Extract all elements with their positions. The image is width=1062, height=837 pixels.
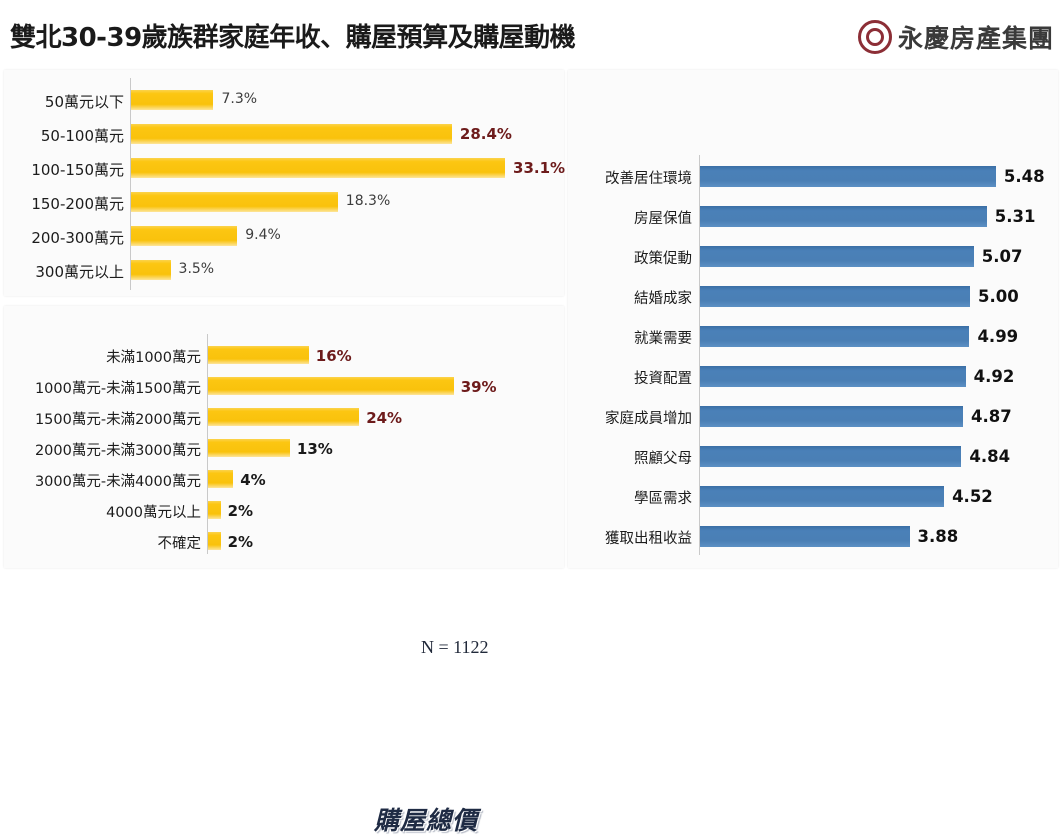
bar-value-label: 3.5% [178,261,215,277]
chart-axis-line [130,78,131,290]
bar [208,470,234,488]
bar [700,486,945,507]
bar-value-label: 16% [315,347,352,365]
circle-target-logo-icon [857,20,892,54]
bar-category-label: 照顧父母 [634,451,692,468]
sample-size-label-budget: N = 1122 [421,637,489,657]
bar [208,408,360,426]
bar-value-label: 5.31 [994,207,1036,226]
bar-category-label: 50萬元以下 [44,92,124,111]
bar [131,260,171,280]
bar-value-label: 28.4% [459,125,512,143]
bar-value-label: 5.48 [1003,167,1045,186]
bar-value-label: 9.4% [245,227,281,243]
bar-category-label: 200-300萬元 [31,228,124,247]
bar [131,192,338,212]
bar-value-label: 18.3% [345,193,391,209]
bar-category-label: 100-150萬元 [31,160,124,179]
bar [208,532,221,550]
bar-category-label: 50-100萬元 [40,126,124,145]
brand-name: 永慶房產集團 [897,24,1054,53]
bar-category-label: 結婚成家 [634,291,692,308]
bar [700,326,970,347]
chart-caption-purchase-budget: 購屋總價 [374,806,479,835]
bar-category-label: 獲取出租收益 [605,531,692,548]
chart-purchase-motivation: 改善居住環境 5.48 房屋保值 5.31 政策促動 5.07 結婚成家 5.00 就業需要 4.… [568,70,1058,568]
bar-value-label: 13% [296,440,333,458]
bar [700,206,987,227]
chart-axis-line [207,334,208,554]
bar [700,526,910,547]
brand-logo: 永慶房產集團 [857,19,1054,55]
bar-value-label: 4.84 [969,447,1011,466]
bar-value-label: 3.88 [917,527,959,546]
bar [131,158,506,178]
bar-category-label: 1500萬元-未滿2000萬元 [34,411,201,428]
bar [208,501,221,519]
bar-value-label: 4% [240,471,266,489]
bar-category-label: 300萬元以上 [35,262,124,281]
bar-value-label: 24% [366,409,403,427]
chart-axis-line [699,155,700,555]
bar-category-label: 投資配置 [634,371,692,388]
bar-category-label: 不確定 [157,535,202,552]
bar-value-label: 4.87 [970,407,1012,426]
bar-category-label: 150-200萬元 [31,194,124,213]
bar-category-label: 未滿1000萬元 [106,349,201,366]
bar-category-label: 房屋保值 [634,211,692,228]
bar-value-label: 4.92 [973,367,1015,386]
bar [700,286,970,307]
bar [700,246,974,267]
bar-value-label: 2% [227,533,254,551]
bar-value-label: 5.00 [978,287,1019,306]
bar-category-label: 就業需要 [634,331,692,348]
bar-value-label: 4.52 [952,487,993,506]
bar-category-label: 3000萬元-未滿4000萬元 [34,473,201,490]
bar [131,124,452,144]
bar-category-label: 家庭成員增加 [605,411,692,428]
bar [700,406,963,427]
chart-purchase-budget: 未滿1000萬元 16% 1000萬元-未滿1500萬元 39% 1500萬元-未滿20… [4,306,564,568]
bar-category-label: 2000萬元-未滿3000萬元 [34,442,201,459]
panel-purchase-motivation: 改善居住環境 5.48 房屋保值 5.31 政策促動 5.07 結婚成家 5.00 就業需要 4.… [568,70,1058,568]
bar-value-label: 33.1% [513,159,566,177]
page-header: 雙北30-39歲族群家庭年收、購屋預算及購屋動機 永慶房產集團 [0,0,1062,68]
bar-category-label: 改善居住環境 [605,171,692,188]
panel-purchase-budget: 未滿1000萬元 16% 1000萬元-未滿1500萬元 39% 1500萬元-未滿20… [4,306,564,835]
bar [208,346,309,364]
bar-category-label: 政策促動 [634,251,692,268]
bar-category-label: 學區需求 [634,491,692,508]
bar [700,446,962,467]
bar-category-label: 1000萬元-未滿1500萬元 [34,380,201,397]
bar [131,226,238,246]
bar [131,90,214,110]
bar [208,377,454,395]
bar [208,439,290,457]
bar-value-label: 2% [227,502,254,520]
bar-value-label: 4.99 [977,327,1019,346]
bar [700,166,996,187]
chart-household-income: 50萬元以下 7.3% 50-100萬元 28.4% 100-150萬元 33.1% 150… [4,70,566,296]
bar-value-label: 7.3% [221,91,258,107]
panel-household-income: 50萬元以下 7.3% 50-100萬元 28.4% 100-150萬元 33.1% 150… [4,70,566,349]
page-title: 雙北30-39歲族群家庭年收、購屋預算及購屋動機 [10,23,576,53]
bar-value-label: 39% [460,378,497,396]
bar-category-label: 4000萬元以上 [106,504,201,521]
bar-value-label: 5.07 [981,247,1023,266]
bar [700,366,966,387]
